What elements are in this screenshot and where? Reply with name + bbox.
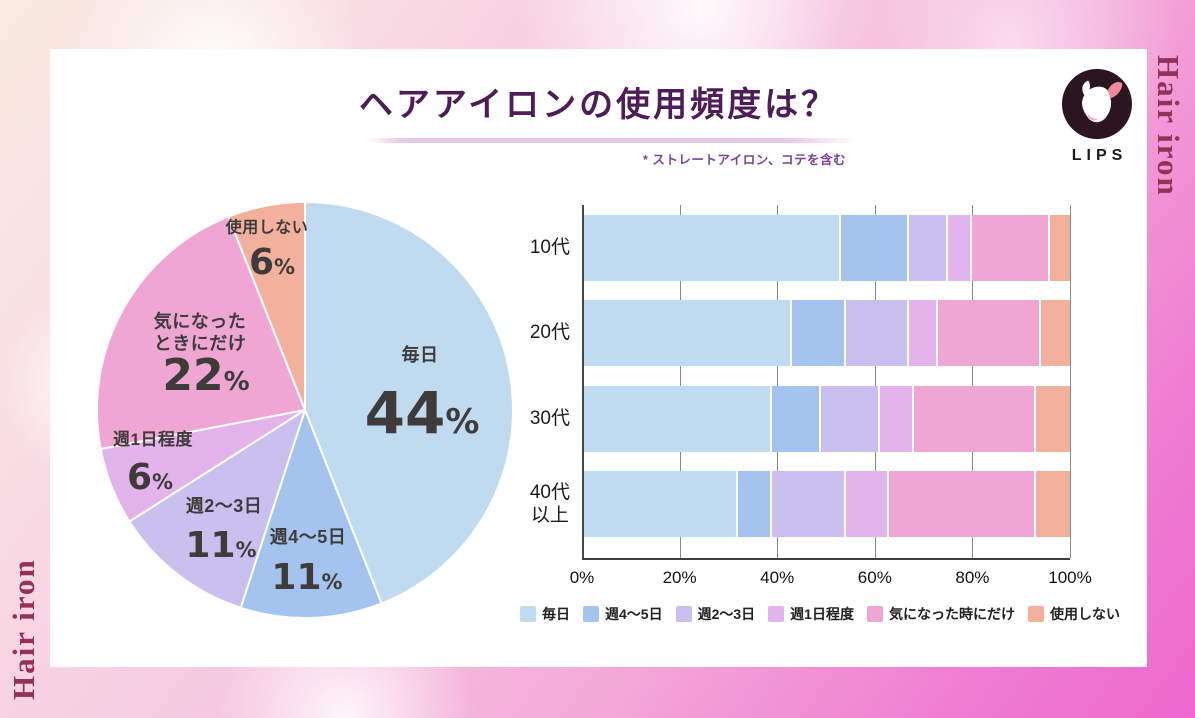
gridline-80% — [972, 205, 974, 558]
legend-swatch-icon — [1027, 606, 1044, 622]
legend-swatch-icon — [675, 606, 692, 622]
legend-item: 週4〜5日 — [583, 604, 663, 624]
legend-swatch-icon — [866, 606, 883, 622]
legend-item: 週1日程度 — [768, 604, 854, 624]
bar-segment — [582, 385, 773, 452]
legend-label: 週4〜5日 — [605, 606, 663, 622]
legend-label: 毎日 — [542, 606, 571, 622]
gridline-60% — [874, 205, 876, 558]
legend-label: 週1日程度 — [790, 606, 854, 622]
bar-segment — [972, 214, 1051, 281]
y-axis-label-20代: 20代 — [529, 322, 570, 344]
y-axis-label-10代: 10代 — [529, 236, 570, 258]
pie-slice-label-2: 週2〜3日 — [185, 496, 263, 517]
x-tick-label: 60% — [857, 568, 892, 587]
y-axis-label-40代以上: 40代 以上 — [529, 481, 570, 527]
lips-logo-text: LIPS — [1071, 147, 1128, 164]
bar-segment — [821, 385, 880, 452]
x-tick-label: 40% — [760, 568, 795, 587]
pie-slice-label-5: 使用しない — [225, 219, 309, 237]
y-axis-line — [582, 205, 584, 558]
lips-logo-icon — [1062, 69, 1132, 139]
bar-segment — [582, 214, 841, 281]
bar-segment — [840, 214, 909, 281]
bar-segment — [1035, 471, 1070, 538]
y-axis-label-30代: 30代 — [529, 407, 570, 429]
x-tick-label: 100% — [1048, 568, 1092, 587]
pie-slice-value-1: 11% — [271, 557, 343, 598]
pie-slice-label-0: 毎日 — [401, 345, 439, 366]
bar-segment — [1035, 385, 1070, 452]
bar-chart: 0% 20% 40% 60% 80% 100% 10代 20代 30代 40代 以上 — [530, 205, 1092, 587]
x-tick-label: 80% — [955, 568, 990, 587]
bar-row-10代 — [582, 214, 1070, 281]
legend-item: 週2〜3日 — [675, 604, 756, 624]
pie-slice-value-5: 6% — [248, 242, 296, 283]
bar-segment — [879, 385, 914, 452]
legend-label: 週2〜3日 — [697, 606, 756, 622]
side-text-left: Hair iron — [6, 558, 41, 700]
bar-segment — [1040, 300, 1070, 367]
pie-slice-value-0: 44% — [364, 379, 480, 447]
bar-segment — [938, 300, 1041, 367]
gridline-40% — [777, 205, 779, 558]
pie-slice-2 — [128, 409, 306, 609]
bar-segment — [913, 385, 1036, 452]
pie-slice-value-4: 22% — [162, 350, 250, 401]
pie-slice-label-3: 週1日程度 — [113, 429, 193, 449]
bar-row-20代 — [582, 300, 1070, 367]
pie-slice-value-3: 6% — [126, 457, 174, 498]
lips-logo: LIPS — [1062, 69, 1132, 165]
bar-segment — [738, 471, 773, 538]
bar-segment — [908, 214, 948, 281]
x-tick-label: 20% — [662, 568, 697, 587]
gridline-100% — [1070, 205, 1071, 558]
gridline-20% — [679, 205, 681, 558]
pie-slice-1 — [239, 409, 383, 619]
bar-segment — [908, 300, 939, 367]
bar-segment — [772, 385, 822, 452]
pie-slice-label-4: 気になった ときにだけ — [153, 311, 247, 353]
bar-row-30代 — [582, 385, 1070, 452]
bar-segment — [1050, 214, 1070, 281]
bar-row-40代以上 — [582, 471, 1070, 538]
bar-segment — [791, 300, 846, 367]
legend-label: 使用しない — [1049, 606, 1120, 622]
legend-label: 気になった時にだけ — [888, 606, 1015, 622]
legend-item: 使用しない — [1027, 604, 1120, 624]
infographic-card: ヘアアイロンの使用頻度は？ * ストレートアイロン、コテを含む LIPS 毎日 4… — [50, 49, 1147, 667]
pie-slice-0 — [304, 201, 514, 605]
legend-item: 気になった時にだけ — [866, 604, 1015, 624]
title-underline — [368, 138, 858, 143]
pie-slice-label-1: 週4〜5日 — [269, 527, 347, 548]
bar-segment — [582, 471, 739, 538]
legend-swatch-icon — [768, 606, 785, 622]
x-tick-label: 0% — [569, 568, 595, 587]
footnote: * ストレートアイロン、コテを含む — [643, 153, 846, 167]
pie-slice-value-2: 11% — [185, 525, 257, 566]
legend: 毎日 週4〜5日 週2〜3日 週1日程度 気になった時にだけ 使用しない — [500, 600, 1140, 628]
bar-segment — [845, 300, 909, 367]
pie-chart-svg — [96, 201, 514, 619]
bar-segment — [772, 471, 846, 538]
bar-segment — [582, 300, 792, 367]
bar-segment — [845, 471, 890, 538]
legend-item: 毎日 — [520, 604, 570, 624]
legend-swatch-icon — [583, 606, 600, 622]
bar-segment — [889, 471, 1036, 538]
legend-swatch-icon — [520, 606, 537, 622]
pie-slice-5 — [227, 201, 306, 411]
side-text-right: Hair iron — [1151, 55, 1186, 197]
page-title: ヘアアイロンの使用頻度は？ — [358, 87, 839, 124]
pie-slice-4 — [96, 215, 306, 450]
bar-segment — [947, 214, 973, 281]
